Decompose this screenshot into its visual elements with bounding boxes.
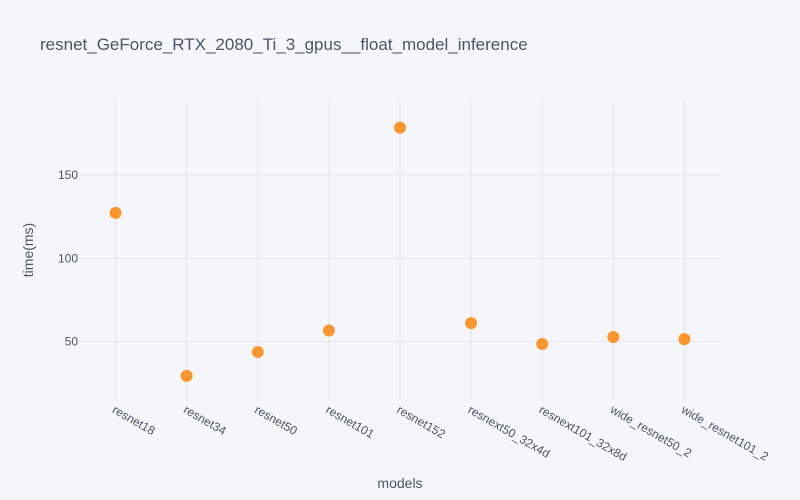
x-tick-label: resnet50	[252, 402, 300, 438]
y-tick-labels: 50 100 150	[58, 168, 78, 349]
data-point-resnext50-32x4d[interactable]	[465, 317, 478, 330]
grid-layer	[80, 100, 720, 400]
points-layer	[109, 121, 691, 382]
x-tick-labels: resnet18 resnet34 resnet50 resnet101 resnet1…	[110, 402, 771, 464]
x-tick-label: resnet101	[323, 402, 377, 441]
y-tick-label: 150	[58, 168, 78, 182]
data-point-resnet152[interactable]	[394, 121, 406, 134]
data-point-resnet34[interactable]	[180, 369, 193, 382]
x-tick-label: wide_resnet101_2	[678, 402, 771, 464]
data-point-resnet101[interactable]	[322, 324, 335, 337]
data-point-resnext101-32x8d[interactable]	[536, 338, 549, 350]
data-point-wide-resnet50-2[interactable]	[607, 331, 620, 343]
data-point-resnet50[interactable]	[251, 346, 264, 358]
y-tick-label: 50	[65, 335, 79, 349]
x-axis-title: models	[377, 475, 422, 491]
y-axis-title: time(ms)	[20, 223, 36, 277]
x-tick-label: resnet152	[395, 402, 449, 441]
data-point-resnet18[interactable]	[109, 206, 122, 219]
chart-title: resnet_GeForce_RTX_2080_Ti_3_gpus__float…	[40, 35, 528, 54]
y-tick-label: 100	[58, 251, 78, 265]
x-tick-label: resnet34	[181, 402, 229, 438]
data-point-wide-resnet101-2[interactable]	[678, 333, 691, 346]
x-tick-label: resnet18	[110, 402, 158, 438]
